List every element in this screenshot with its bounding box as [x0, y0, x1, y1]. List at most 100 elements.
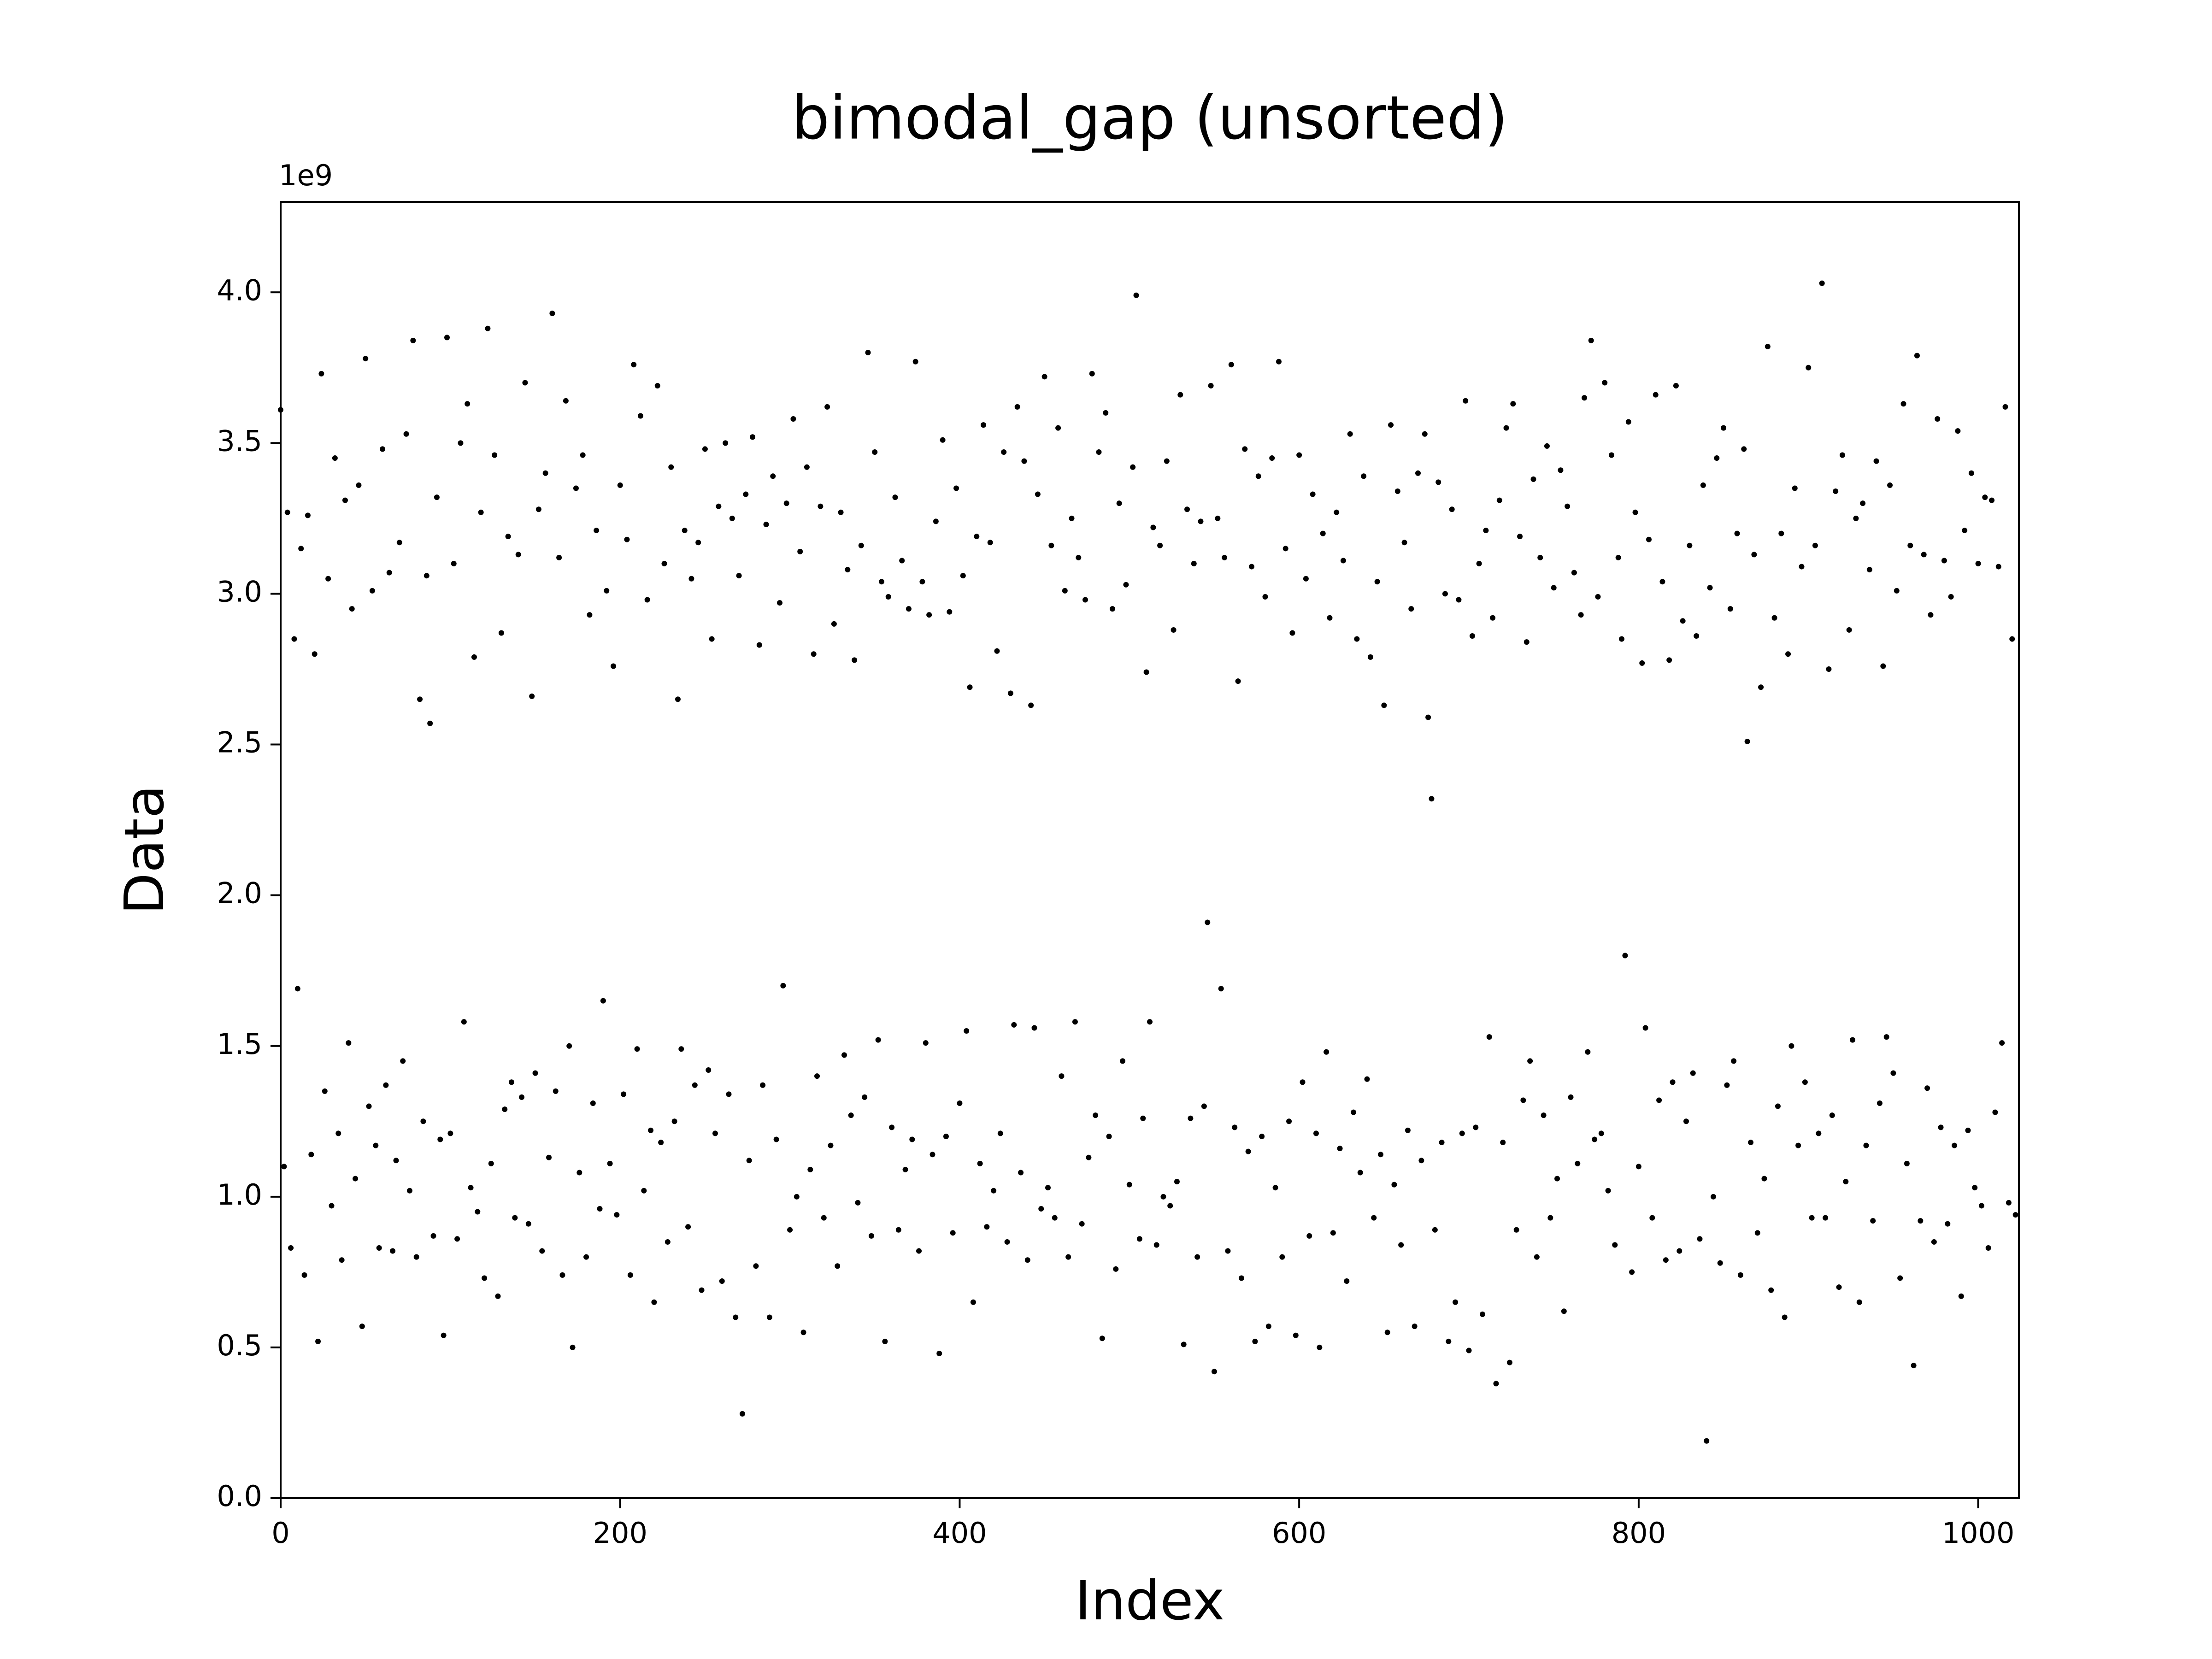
data-point [895, 1227, 901, 1233]
data-point [1232, 1124, 1238, 1130]
data-point [1985, 1245, 1991, 1251]
data-point [1778, 530, 1784, 536]
data-point [1839, 452, 1845, 458]
data-point [1731, 1058, 1737, 1064]
data-point [406, 1188, 412, 1194]
data-point [1188, 1115, 1194, 1121]
data-point [1354, 636, 1360, 642]
data-point [885, 594, 891, 600]
data-point [1150, 524, 1156, 530]
data-point [1446, 1338, 1452, 1344]
data-point [841, 1052, 847, 1058]
data-point [797, 548, 803, 554]
data-point [1582, 395, 1587, 401]
data-point [1367, 654, 1373, 660]
data-point [1823, 1215, 1829, 1221]
data-point [1995, 564, 2001, 570]
data-point [1320, 530, 1326, 536]
data-point [794, 1194, 800, 1200]
data-point [1561, 1308, 1567, 1314]
data-point [726, 1091, 732, 1097]
x-axis-label: Index [1075, 1569, 1225, 1632]
data-point [461, 1019, 467, 1025]
data-point [1408, 606, 1414, 612]
data-point [1496, 497, 1502, 503]
data-point [1035, 491, 1041, 497]
data-point [1914, 353, 1920, 359]
data-point [1588, 337, 1594, 343]
y-tick-label: 1.5 [217, 1027, 262, 1061]
data-point [1377, 1152, 1383, 1158]
data-point [1222, 554, 1228, 560]
data-point [637, 413, 643, 419]
data-point [1133, 292, 1139, 298]
data-point [1537, 554, 1543, 560]
data-point [1887, 482, 1893, 488]
data-point [1724, 1082, 1730, 1088]
data-point [1038, 1206, 1044, 1212]
data-point [315, 1338, 321, 1344]
data-point [824, 404, 830, 410]
data-point [1737, 1272, 1743, 1278]
data-point [1700, 482, 1706, 488]
data-point [1622, 953, 1628, 959]
data-point [1785, 651, 1791, 657]
data-point [1252, 1338, 1258, 1344]
data-point [413, 1254, 419, 1260]
data-point [828, 1142, 834, 1148]
data-point [1656, 1097, 1662, 1103]
data-point [706, 1067, 712, 1073]
data-point [682, 528, 688, 534]
data-point [1982, 494, 1988, 500]
data-point [1530, 476, 1536, 482]
x-tick-label: 200 [593, 1516, 647, 1550]
data-point [919, 579, 925, 585]
data-point [746, 1158, 752, 1164]
plot-area [278, 280, 2018, 1444]
data-point [1697, 1236, 1703, 1242]
data-point [1734, 530, 1740, 536]
data-point [1164, 458, 1170, 464]
data-point [335, 1130, 341, 1136]
data-point [862, 1094, 868, 1100]
data-point [1683, 1118, 1689, 1124]
data-point [671, 1118, 677, 1124]
data-point [580, 452, 586, 458]
data-point [1028, 702, 1034, 708]
data-point [2012, 1212, 2018, 1218]
data-point [923, 1040, 929, 1046]
data-point [1076, 554, 1082, 560]
data-point [594, 528, 600, 534]
data-point [1157, 542, 1163, 548]
data-point [441, 1332, 447, 1338]
y-tick-label: 3.0 [217, 575, 262, 609]
data-point [1962, 528, 1968, 534]
data-point [1194, 1254, 1200, 1260]
data-point [393, 1158, 399, 1164]
data-point [475, 1209, 481, 1215]
data-point [301, 1272, 307, 1278]
data-point [780, 982, 786, 988]
data-point [1096, 449, 1102, 455]
data-point [1351, 1109, 1357, 1115]
data-point [353, 1176, 359, 1182]
data-point [1177, 392, 1183, 398]
data-point [1082, 597, 1088, 603]
data-point [1415, 470, 1421, 476]
data-point [1870, 1218, 1876, 1224]
data-point [1605, 1188, 1611, 1194]
data-point [1907, 542, 1913, 548]
data-point [1513, 1227, 1519, 1233]
data-point [644, 597, 650, 603]
data-point [502, 1106, 508, 1112]
data-point [1004, 1239, 1010, 1245]
data-point [756, 642, 762, 648]
data-point [1989, 497, 1995, 503]
data-point [607, 1160, 613, 1166]
data-point [1833, 488, 1839, 494]
data-point [1799, 564, 1805, 570]
data-point [634, 1046, 640, 1052]
data-point [1952, 1142, 1958, 1148]
data-point [800, 1330, 806, 1335]
data-point [892, 494, 898, 500]
